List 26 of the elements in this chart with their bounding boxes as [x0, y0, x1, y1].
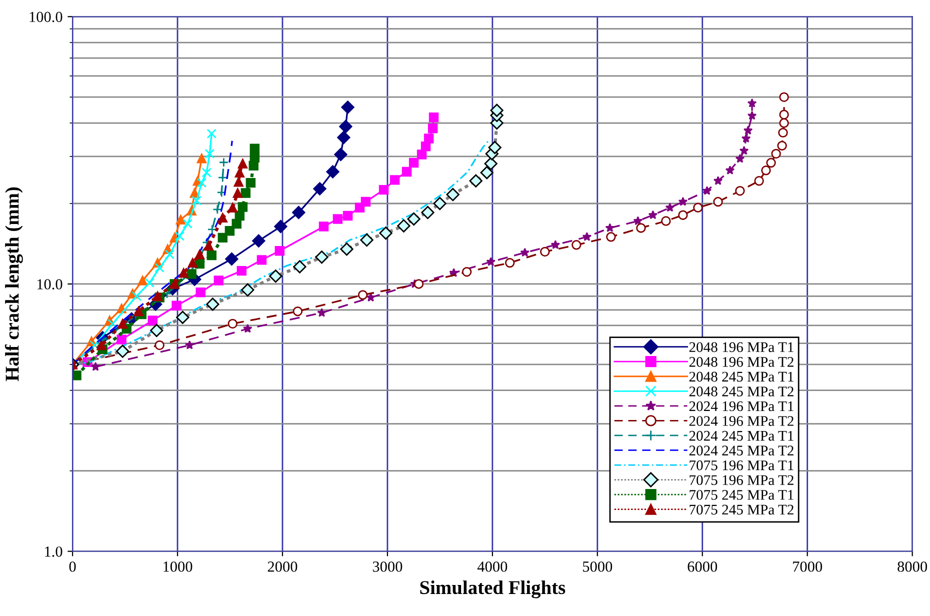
x-tick-label: 1000: [164, 561, 192, 572]
x-tick-label: 8000: [898, 561, 928, 572]
x-tick-label: 7000: [793, 561, 822, 572]
legend-label: 2024 245 MPa T1: [689, 430, 794, 441]
x-tick-label: 3000: [372, 561, 402, 572]
legend-label: 2048 245 MPa T2: [689, 386, 794, 396]
x-tick-label: 0: [69, 561, 76, 572]
legend-label: 2024 245 MPa T2: [689, 446, 794, 456]
x-tick-label: 2000: [268, 561, 298, 572]
legend-label: 2024 196 MPa T1: [689, 401, 794, 412]
x-tick-label: 5000: [583, 561, 612, 572]
legend-label: 7075 245 MPa T2: [690, 504, 794, 515]
legend-label: 7075 196 MPa T2: [690, 475, 794, 486]
y-axis-title: Half crack length (mm): [4, 187, 23, 382]
legend-label: 2048 196 MPa T1: [689, 342, 794, 352]
legend-label: 2048 245 MPa T1: [689, 372, 794, 382]
y-tick-label: 100.0: [30, 12, 62, 22]
y-tick-label: 10.0: [37, 279, 62, 290]
legend-label: 7075 245 MPa T1: [690, 490, 794, 500]
x-tick-label: 6000: [688, 561, 718, 572]
legend-label: 7075 196 MPa T1: [690, 460, 794, 470]
legend-label: 2024 196 MPa T2: [689, 416, 794, 426]
x-axis-title: Simulated Flights: [420, 580, 566, 598]
y-tick-label: 1.0: [45, 546, 62, 557]
legend-label: 2048 196 MPa T2: [689, 357, 794, 367]
x-tick-label: 4000: [477, 561, 508, 572]
